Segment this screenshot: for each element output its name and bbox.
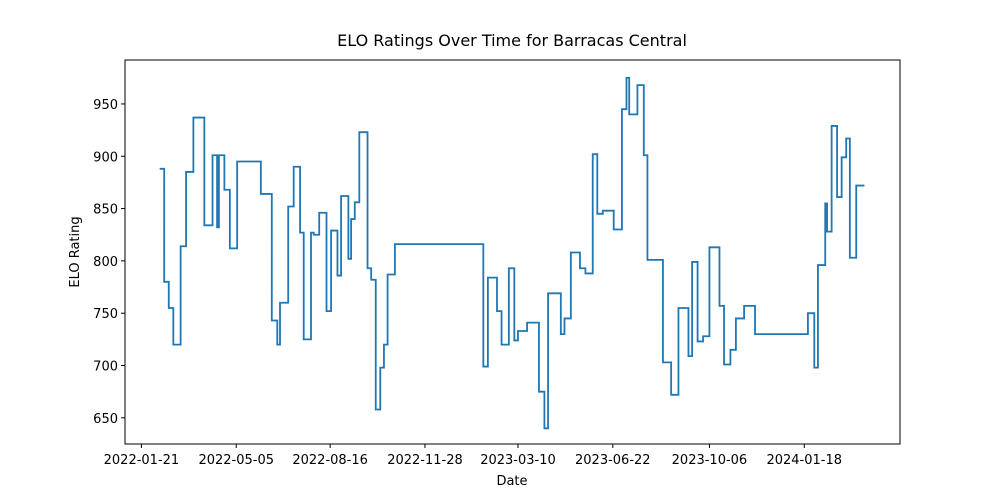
- x-tick-label: 2022-08-16: [292, 453, 368, 468]
- x-tick-label: 2022-01-21: [104, 453, 180, 468]
- y-tick-label: 900: [93, 150, 118, 165]
- elo-line: [159, 76, 865, 430]
- chart-title: ELO Ratings Over Time for Barracas Centr…: [337, 31, 687, 50]
- x-tick-label: 2023-06-22: [575, 453, 651, 468]
- x-tick-label: 2023-03-10: [480, 453, 556, 468]
- x-tick-label: 2022-05-05: [198, 453, 274, 468]
- x-axis-label: Date: [496, 474, 527, 489]
- y-tick-label: 950: [93, 98, 118, 113]
- y-tick-label: 650: [93, 412, 118, 427]
- y-tick-label: 850: [93, 203, 118, 218]
- x-tick-label: 2022-11-28: [387, 453, 463, 468]
- x-tick-label: 2023-10-06: [672, 453, 748, 468]
- y-tick-label: 750: [93, 307, 118, 322]
- plot-frame: [124, 59, 901, 445]
- y-tick-label: 700: [93, 360, 118, 375]
- y-tick-label: 800: [93, 255, 118, 270]
- y-axis-label: ELO Rating: [68, 216, 83, 287]
- x-tick-label: 2024-01-18: [766, 453, 842, 468]
